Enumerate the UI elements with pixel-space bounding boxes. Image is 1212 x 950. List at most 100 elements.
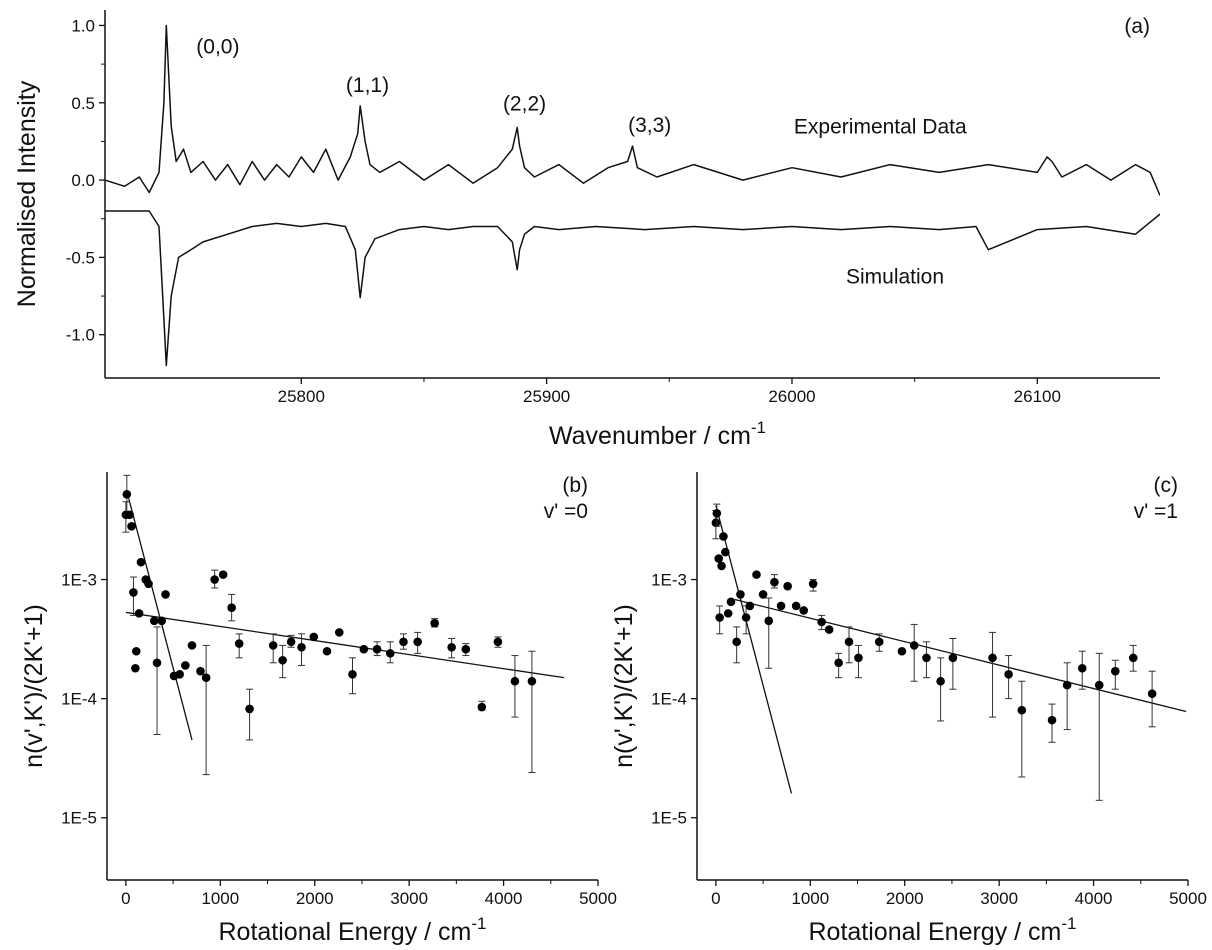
data-point <box>1062 680 1072 690</box>
data-point <box>897 646 907 656</box>
data-point <box>210 575 219 584</box>
data-point <box>131 663 140 673</box>
data-point <box>152 658 162 668</box>
data-point <box>372 644 382 654</box>
data-point <box>181 661 190 670</box>
annotation-0-0: (0,0) <box>196 35 239 58</box>
data-point <box>201 673 211 682</box>
data-point <box>144 579 153 589</box>
x-tick-label: 5000 <box>1169 889 1207 908</box>
data-point <box>477 702 487 712</box>
x-tick-label: 0 <box>711 889 720 908</box>
data-point <box>1094 680 1104 690</box>
data-point <box>783 581 792 591</box>
data-point <box>286 637 296 647</box>
x-axis-label-text: Wavenumber / cm <box>549 422 751 450</box>
data-point <box>348 670 357 679</box>
data-point <box>808 579 818 589</box>
annotation-simulation: Simulation <box>846 266 944 289</box>
data-point <box>129 588 138 597</box>
data-point <box>122 489 132 499</box>
data-point <box>493 637 503 647</box>
data-point <box>136 557 146 567</box>
x-tick-label: 4000 <box>485 889 523 908</box>
simulation-line <box>105 210 1160 367</box>
x-tick-label: 25900 <box>523 387 570 406</box>
data-point <box>741 613 751 622</box>
y-tick-label: 1E-3 <box>61 571 97 590</box>
data-point <box>127 521 136 531</box>
x-tick-label: 2000 <box>886 889 924 908</box>
x-tick-label: 4000 <box>1075 889 1113 908</box>
data-point <box>125 510 134 520</box>
fit-line-shallow <box>734 598 1187 713</box>
data-point <box>218 570 228 579</box>
data-point <box>245 704 254 714</box>
data-point <box>817 617 826 627</box>
x-axis-label: Rotational Energy / cm-1 <box>808 914 1076 946</box>
data-point <box>157 616 167 626</box>
panel-label: (c) <box>1154 474 1179 497</box>
annotation-1-1: (1,1) <box>346 74 389 97</box>
data-point <box>461 644 471 654</box>
x-tick-label: 3000 <box>390 889 428 908</box>
y-axis-label: Normalised Intensity <box>13 80 41 307</box>
y-tick-label: 1E-3 <box>651 571 687 590</box>
x-tick-label: 25800 <box>278 387 325 406</box>
data-point <box>717 561 726 571</box>
data-point <box>791 601 801 611</box>
data-point <box>268 641 278 650</box>
x-tick-label: 3000 <box>980 889 1018 908</box>
x-axis-label-superscript: -1 <box>1061 914 1076 933</box>
data-point <box>334 628 344 637</box>
y-tick-label: 1E-5 <box>651 809 687 828</box>
x-axis-label-text: Rotational Energy / cm <box>808 918 1061 946</box>
y-tick-label: 1E-4 <box>61 690 97 709</box>
panel-b: 0 1000 2000 3000 4000 5000 1E-5 1E-4 1E-3 Rotatio… <box>20 472 617 946</box>
data-point <box>1047 715 1057 725</box>
x-tick-label: 26100 <box>1014 387 1061 406</box>
data-point <box>227 603 236 613</box>
y-axis-label: n(v',K')/(2K'+1) <box>610 604 638 768</box>
panel-subtitle: v' =1 <box>1134 500 1178 523</box>
data-point <box>711 518 721 528</box>
data-point <box>413 637 422 647</box>
x-tick-label: 1000 <box>791 889 829 908</box>
data-point <box>196 666 205 676</box>
annotation-experimental-data: Experimental Data <box>794 116 967 139</box>
annotation-2-2: (2,2) <box>503 93 546 116</box>
data-point <box>510 676 520 686</box>
y-tick-label: -0.5 <box>66 248 95 267</box>
data-point <box>430 618 439 628</box>
data-point <box>922 653 931 663</box>
x-tick-label: 2000 <box>296 889 334 908</box>
data-point <box>297 642 306 652</box>
data-point <box>278 655 287 665</box>
x-axis-label-text: Rotational Energy / cm <box>218 918 471 946</box>
data-point <box>527 676 537 686</box>
x-axis-label: Wavenumber / cm-1 <box>549 418 766 450</box>
data-point <box>714 554 724 563</box>
data-point <box>824 625 834 634</box>
data-point <box>1147 689 1157 699</box>
data-point <box>187 641 197 650</box>
fit-line-shallow <box>125 611 565 679</box>
data-point <box>1017 705 1027 715</box>
y-tick-label: 0.0 <box>71 171 95 190</box>
data-point <box>715 613 724 622</box>
x-tick-label: 1000 <box>201 889 239 908</box>
data-point <box>736 590 745 599</box>
data-point <box>234 639 244 648</box>
panel-subtitle: v' =0 <box>544 500 588 523</box>
data-point <box>134 609 144 618</box>
y-axis-label: n(v',K')/(2K'+1) <box>20 604 48 768</box>
x-axis-label-superscript: -1 <box>471 914 486 933</box>
data-point <box>1004 670 1013 679</box>
data-point <box>309 632 319 642</box>
data-point <box>988 653 997 663</box>
data-point <box>726 597 736 607</box>
experimental-data-line <box>105 24 1160 196</box>
data-point <box>948 653 958 663</box>
x-axis-label-superscript: -1 <box>751 418 766 437</box>
